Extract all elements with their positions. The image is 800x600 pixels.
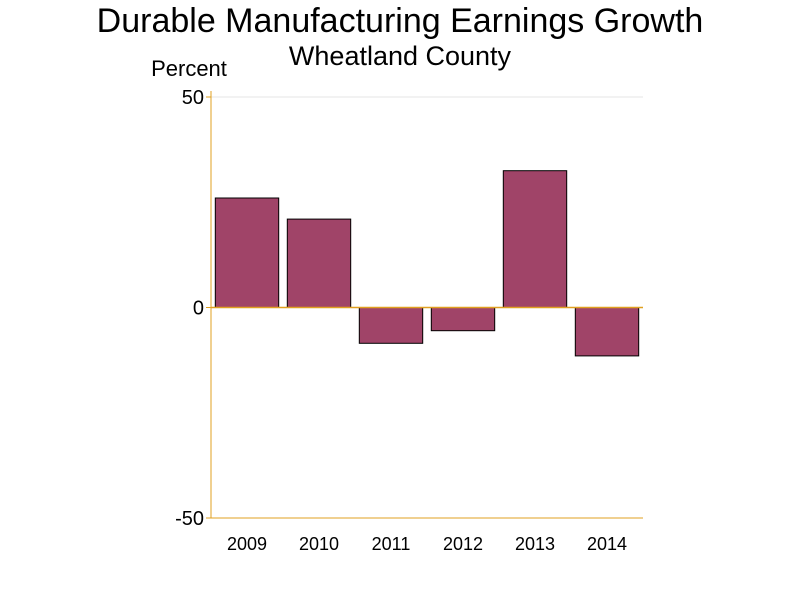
x-axis-ticks: 2009 2010 2011 2012 2013 2014	[227, 534, 627, 554]
y-axis-label: Percent	[151, 56, 227, 81]
x-tick-label-2014: 2014	[587, 534, 627, 554]
chart-subtitle: Wheatland County	[289, 41, 512, 71]
x-tick-label-2013: 2013	[515, 534, 555, 554]
x-tick-label-2012: 2012	[443, 534, 483, 554]
x-tick-label-2011: 2011	[372, 534, 411, 554]
chart-title: Durable Manufacturing Earnings Growth	[97, 2, 704, 40]
x-tick-label-2009: 2009	[227, 534, 267, 554]
bar-2010	[286, 218, 352, 309]
bar-2009	[214, 197, 280, 308]
bars	[214, 170, 640, 357]
axes	[210, 91, 643, 519]
bar-2012	[430, 307, 496, 332]
bar-2014	[574, 307, 640, 357]
y-tick-label: -50	[175, 508, 204, 530]
y-tick-label: 0	[193, 298, 204, 320]
y-axis-ticks: -50 0 50	[175, 87, 211, 530]
x-tick-label-2010: 2010	[299, 534, 339, 554]
y-tick-label: 50	[182, 87, 204, 109]
bar-2011	[358, 307, 424, 344]
bar-2013	[502, 170, 568, 308]
